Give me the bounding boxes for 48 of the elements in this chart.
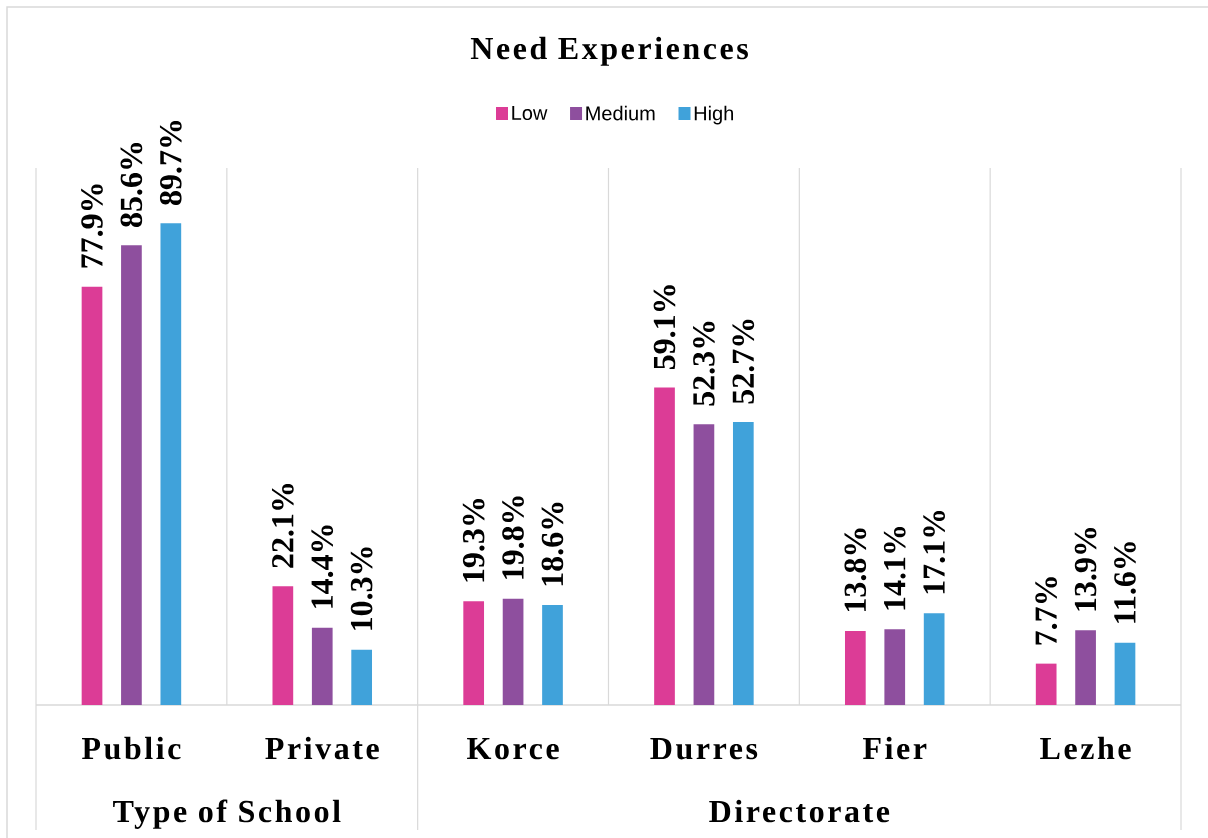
data-label: 77.9% [81,184,103,268]
data-label: 13.9% [1074,528,1097,611]
x-tick-label: Durres [650,738,758,760]
bar [923,613,945,705]
bar [121,245,142,705]
data-label: 52.7% [732,319,755,404]
data-label: 14.1% [883,527,906,610]
text: Directorate [709,799,890,823]
bar [351,649,373,705]
data-label: 18.6% [541,502,564,586]
x-tick-label: Fier [863,736,927,760]
data-label: 11.6% [1114,542,1136,623]
bar [844,630,866,705]
legend-label: Low [512,106,548,121]
bar [311,627,333,705]
data-label: 22.1% [271,484,294,568]
data-label: 17.1% [923,510,946,594]
bar [502,598,524,705]
text: Type of School [113,799,341,829]
x-tick-label: Lezhe [1040,736,1131,760]
data-label: 13.8% [844,528,867,612]
data-label: 19.8% [502,496,524,579]
x-tick-label: Public [82,736,181,760]
data-label: 59.1% [653,285,676,370]
data-label: 10.3% [350,547,373,630]
bar [654,387,675,705]
bar [693,424,715,705]
data-label: 85.6% [120,143,143,227]
x-tick-label: Korce [467,738,559,760]
bar [463,601,485,705]
data-label: 14.4% [311,525,334,608]
bar [1075,630,1096,705]
data-label: 7.7% [1035,577,1058,645]
legend-label: Medium [586,105,655,121]
data-label: 52.3% [693,321,715,406]
bar [1114,642,1136,705]
legend-label: High [694,105,733,125]
bar [81,286,103,705]
bar [732,421,754,705]
data-label: 19.3% [462,499,485,582]
bar [884,629,906,705]
bar [1035,663,1057,705]
x-tick-label: Private [265,736,379,760]
bar [160,223,182,705]
data-label: 89.7% [159,121,182,205]
bar [542,605,563,705]
bar [272,586,294,705]
chart-title: Need Experiences [470,36,748,66]
